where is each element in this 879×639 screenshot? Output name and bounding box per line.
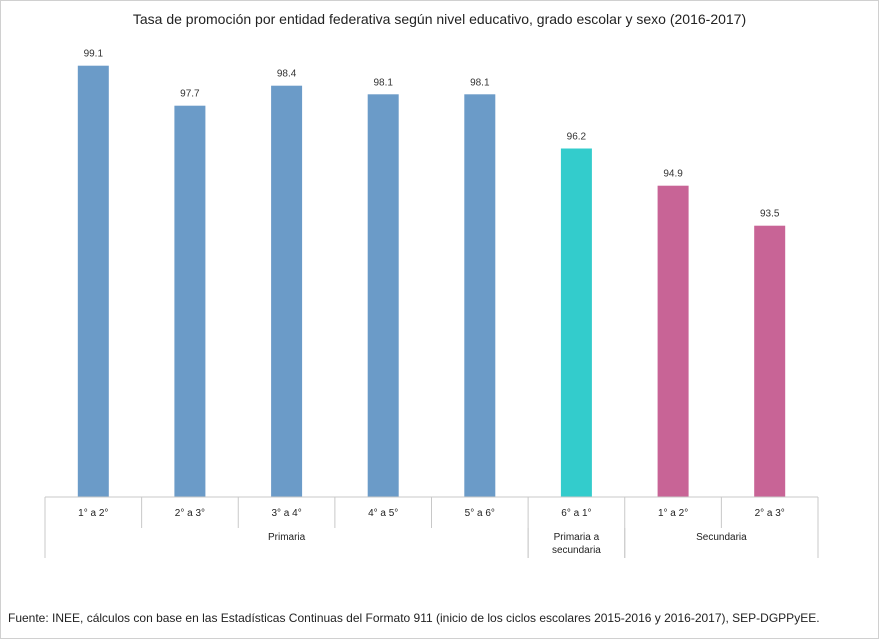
value-label-6: 96.2 (567, 132, 587, 143)
bar-7 (657, 185, 689, 497)
value-label-8: 93.5 (760, 209, 780, 220)
chart-title: Tasa de promoción por entidad federativa… (132, 11, 747, 27)
x-tick-label-3: 3° a 4° (271, 508, 301, 519)
group-label-2: Primaria a (554, 532, 600, 543)
value-label-5: 98.1 (470, 77, 490, 88)
value-label-1: 99.1 (84, 49, 104, 60)
x-tick-label-5: 5° a 6° (465, 508, 495, 519)
x-tick-label-4: 4° a 5° (368, 508, 398, 519)
x-tick-label-7: 1° a 2° (658, 508, 688, 519)
bar-4 (367, 94, 399, 498)
bar-3 (271, 85, 303, 497)
x-tick-label-6: 6° a 1° (561, 508, 591, 519)
group-label-2: secundaria (552, 545, 601, 556)
group-label-3: Secundaria (696, 532, 747, 543)
value-label-2: 97.7 (180, 89, 200, 100)
x-tick-label-8: 2° a 3° (755, 508, 785, 519)
bar-2 (174, 105, 206, 497)
bar-5 (464, 94, 496, 498)
group-label-1: Primaria (268, 532, 306, 543)
bar-8 (754, 225, 786, 497)
bar-1 (77, 65, 109, 497)
bar-6 (560, 148, 592, 497)
value-label-4: 98.1 (373, 77, 393, 88)
x-tick-label-2: 2° a 3° (175, 508, 205, 519)
value-label-7: 94.9 (663, 169, 683, 180)
x-tick-label-1: 1° a 2° (78, 508, 108, 519)
value-label-3: 98.4 (277, 69, 297, 80)
source-note: Fuente: INEE, cálculos con base en las E… (8, 611, 820, 625)
